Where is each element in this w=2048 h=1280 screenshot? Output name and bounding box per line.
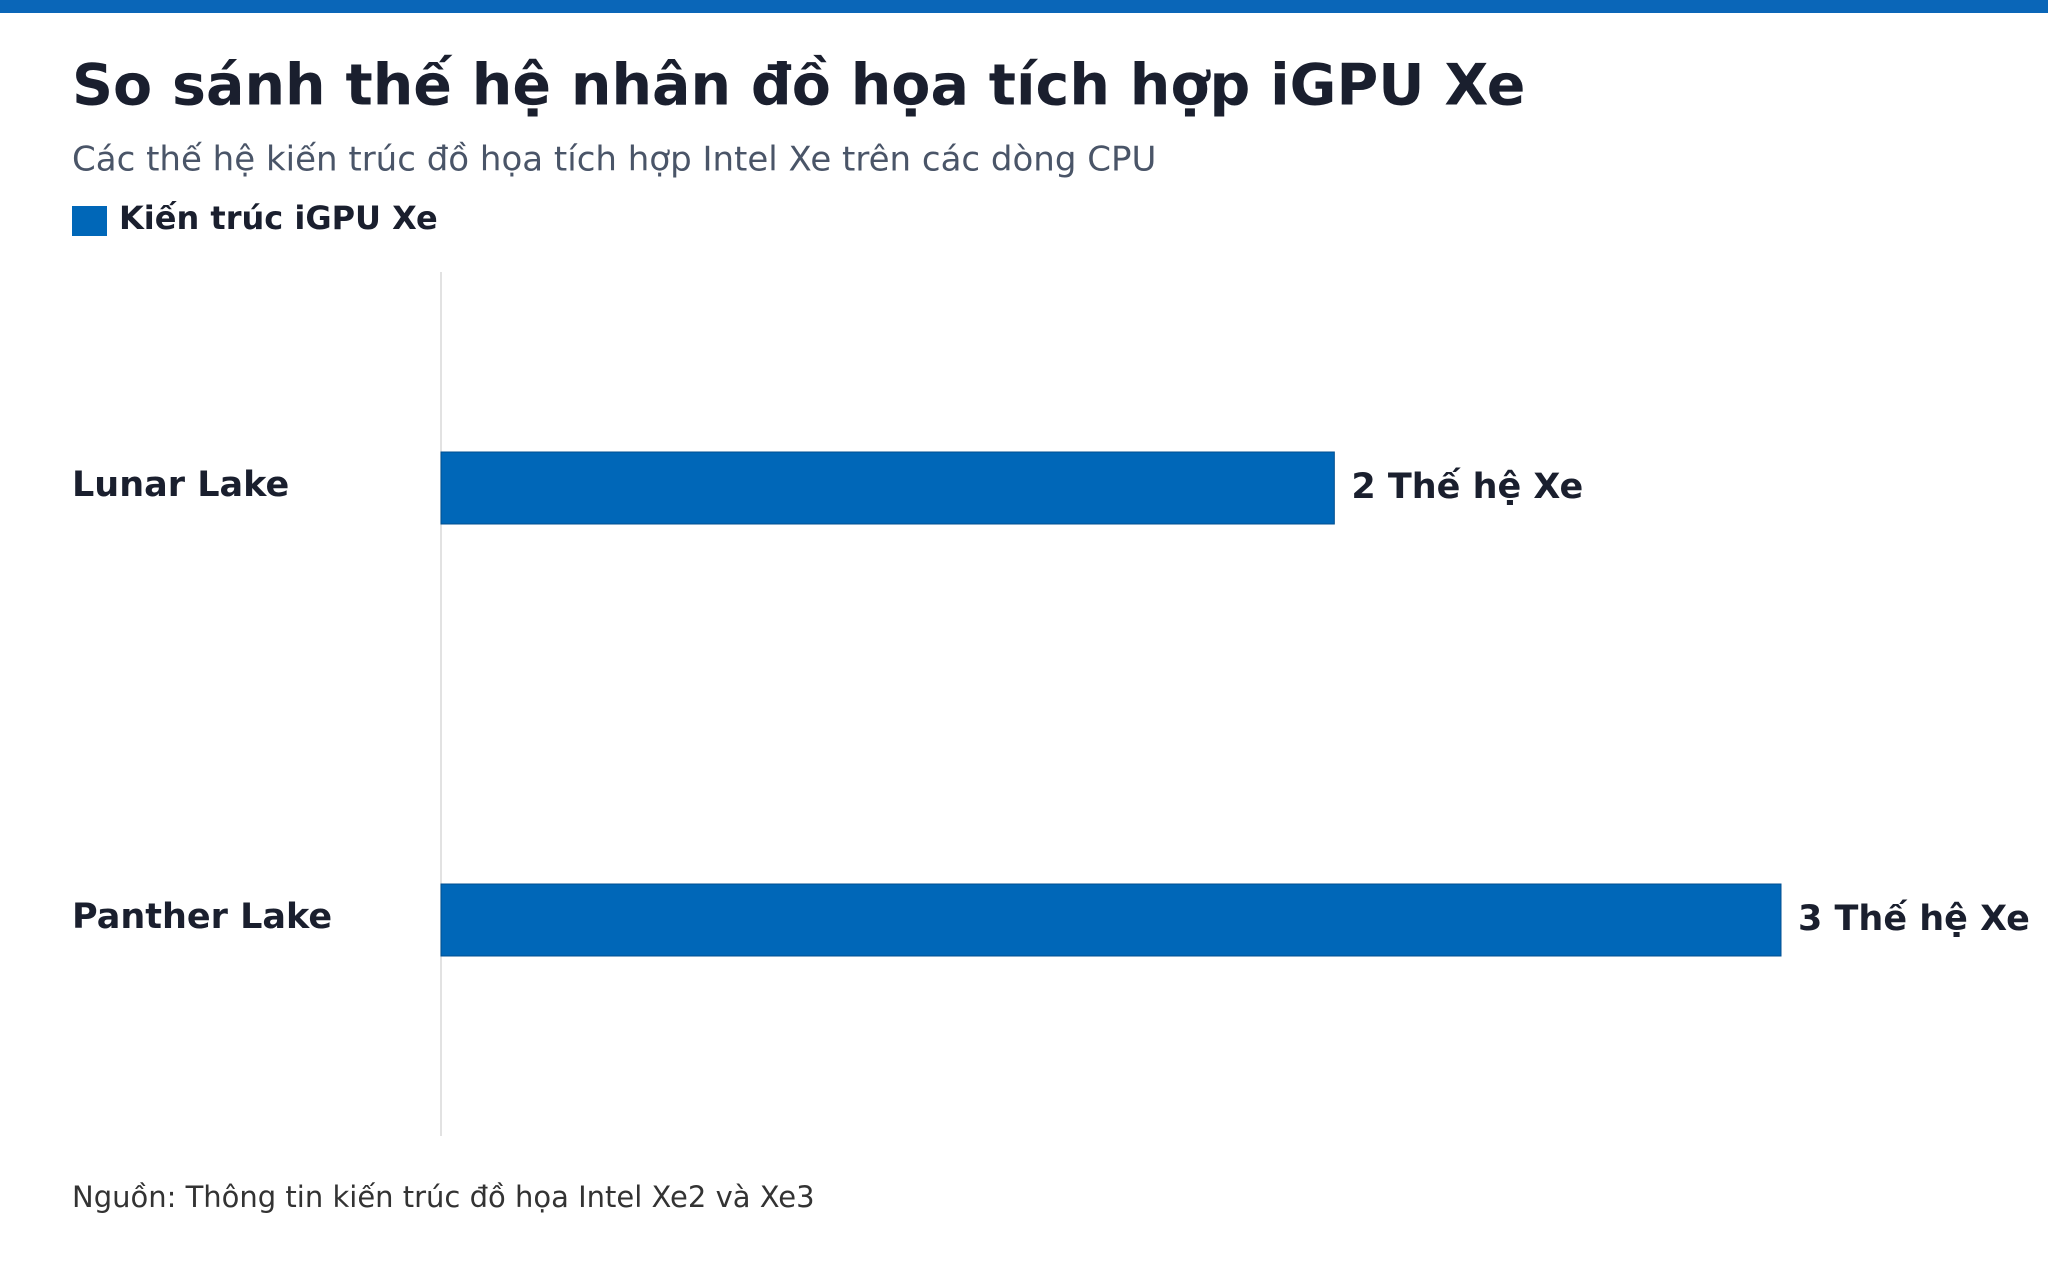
top-stripe [0, 0, 2048, 13]
value-label: 2 Thế hệ Xe [1351, 467, 1583, 507]
bar [440, 451, 1335, 525]
category-label: Lunar Lake [72, 465, 289, 505]
source-note: Nguồn: Thông tin kiến trúc đồ họa Intel … [72, 1180, 815, 1214]
value-label: 3 Thế hệ Xe [1798, 899, 2030, 939]
legend-label: Kiến trúc iGPU Xe [119, 199, 438, 237]
category-label: Panther Lake [72, 897, 332, 937]
chart-title: So sánh thế hệ nhân đồ họa tích hợp iGPU… [72, 53, 1525, 119]
chart-subtitle: Các thế hệ kiến trúc đồ họa tích hợp Int… [72, 140, 1156, 180]
legend-swatch [72, 206, 107, 236]
bar [440, 883, 1782, 957]
